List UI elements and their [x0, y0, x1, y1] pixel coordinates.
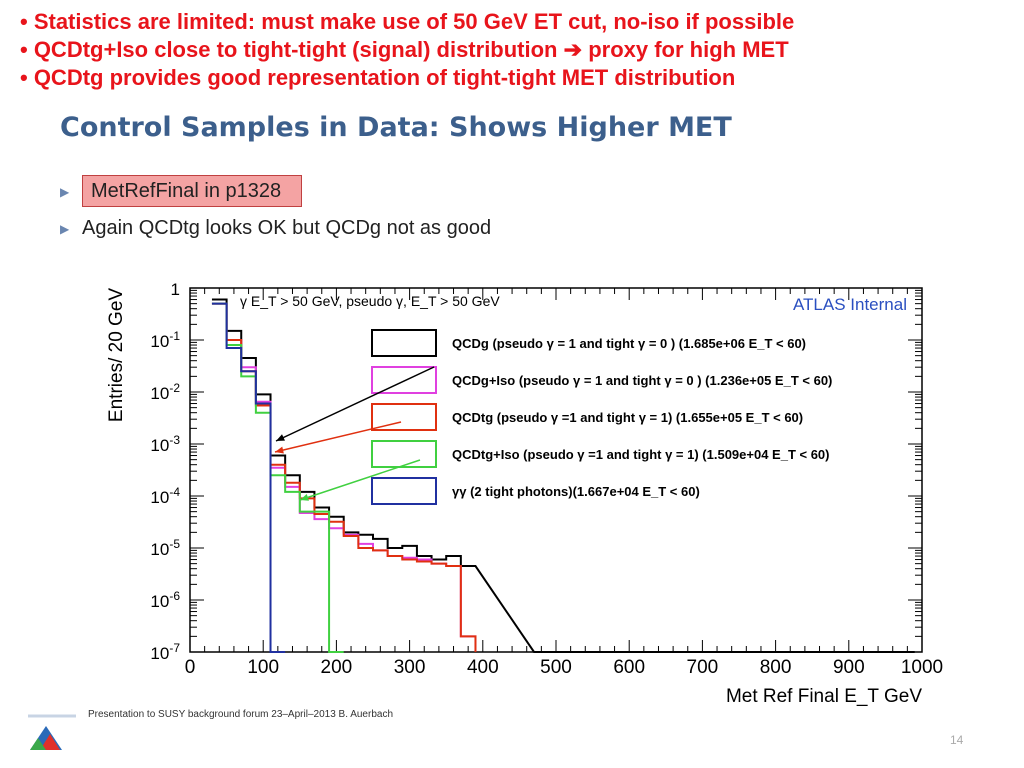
y-tick-exponent: -3 — [169, 433, 180, 447]
x-tick-label: 500 — [540, 657, 572, 678]
y-axis-label: Entries/ 20 GeV — [106, 288, 127, 422]
legend-swatch — [371, 403, 437, 431]
arrow-head-2 — [300, 494, 309, 501]
cut-annotation: γ E_T > 50 GeV, pseudo γ, E_T > 50 GeV — [240, 293, 500, 309]
bullet-2-text: • QCDtg+Iso close to tight-tight (signal… — [20, 37, 558, 62]
x-tick-label: 600 — [613, 657, 645, 678]
x-tick-label: 100 — [247, 657, 279, 678]
plot-frame — [189, 287, 923, 653]
arrow-head-1 — [275, 446, 284, 454]
y-tick-label: 10-7 — [150, 641, 180, 663]
slide-title: Control Samples in Data: Shows Higher ME… — [60, 112, 732, 143]
sub-bullet-2-text: Again QCDtg looks OK but QCDg not as goo… — [82, 217, 492, 239]
bullet-2: • QCDtg+Iso close to tight-tight (signal… — [20, 36, 794, 64]
arrow-head-0 — [276, 434, 285, 441]
y-tick-exponent: -1 — [169, 329, 180, 343]
legend-swatch — [371, 477, 437, 505]
y-tick-exponent: -2 — [169, 381, 180, 395]
arrow-right-icon: ➔ — [563, 37, 583, 62]
page-number: 14 — [950, 733, 964, 747]
highlighted-label: MetRefFinal in p1328 — [82, 175, 303, 207]
y-tick-label: 10-6 — [150, 589, 180, 611]
atlas-internal-label: ATLAS Internal — [793, 295, 907, 314]
bullet-1: • Statistics are limited: must make use … — [20, 9, 795, 34]
legend-swatch — [371, 329, 437, 357]
x-tick-label: 0 — [185, 657, 196, 678]
legend-swatch — [371, 440, 437, 468]
logo-icon — [28, 714, 76, 750]
legend-entry: QCDg (pseudo γ = 1 and tight γ = 0 ) (1.… — [452, 336, 806, 351]
y-tick-label: 10-2 — [150, 381, 180, 403]
legend-entry: γγ (2 tight photons)(1.667e+04 E_T < 60) — [452, 484, 700, 499]
arrow-line-1 — [274, 421, 402, 453]
legend-entry: QCDg+Iso (pseudo γ = 1 and tight γ = 0 )… — [452, 373, 832, 388]
x-tick-label: 1000 — [901, 657, 943, 678]
triangle-bullet-icon: ▶ — [60, 221, 70, 236]
series-line-4 — [211, 302, 286, 653]
triangle-bullet-icon: ▶ — [60, 184, 70, 199]
y-tick-exponent: -4 — [169, 485, 180, 499]
y-tick-exponent: -7 — [169, 641, 180, 655]
legend-entry: QCDtg (pseudo γ =1 and tight γ = 1) (1.6… — [452, 410, 803, 425]
x-tick-label: 400 — [467, 657, 499, 678]
bullet-3: • QCDtg provides good representation of … — [20, 65, 736, 90]
arrow-line-0 — [275, 366, 435, 442]
arrow-line-2 — [299, 459, 421, 501]
footer-text: Presentation to SUSY background forum 23… — [88, 709, 394, 720]
y-tick-label: 1 — [171, 280, 180, 299]
bullet-2-tail: proxy for high MET — [588, 37, 789, 62]
y-tick-label: 10-4 — [150, 485, 180, 507]
x-tick-label: 700 — [687, 657, 719, 678]
y-tick-exponent: -6 — [169, 589, 180, 603]
sub-bullet-1: ▶ MetRefFinal in p1328 — [60, 175, 303, 207]
x-tick-label: 300 — [394, 657, 426, 678]
x-tick-label: 800 — [760, 657, 792, 678]
top-bullets: • Statistics are limited: must make use … — [20, 8, 794, 92]
legend-swatch — [371, 366, 437, 394]
y-tick-label: 10-1 — [150, 329, 180, 351]
y-tick-exponent: -5 — [169, 537, 180, 551]
y-tick-label: 10-5 — [150, 537, 180, 559]
legend-entry: QCDtg+Iso (pseudo γ =1 and tight γ = 1) … — [452, 447, 830, 462]
sub-bullet-2: ▶ Again QCDtg looks OK but QCDg not as go… — [60, 217, 491, 240]
x-tick-label: 200 — [321, 657, 353, 678]
x-tick-label: 900 — [833, 657, 865, 678]
y-tick-label: 10-3 — [150, 433, 180, 455]
x-axis-label: Met Ref Final E_T GeV — [726, 686, 922, 707]
